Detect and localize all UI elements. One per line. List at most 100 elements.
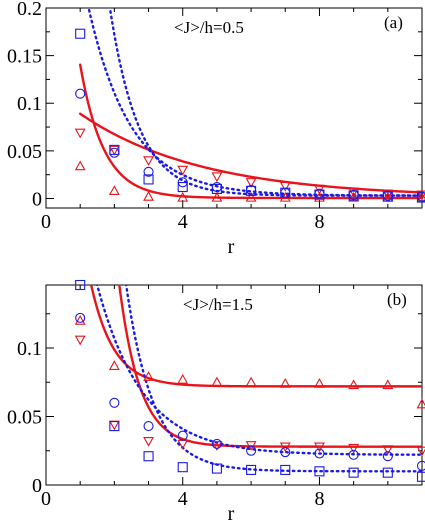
data-point-triangle-down [416, 446, 425, 457]
data-point-triangle-up [177, 373, 189, 384]
data-point-triangle-up [279, 377, 291, 388]
data-point-circle [211, 181, 222, 193]
data-point-circle [314, 448, 325, 459]
data-point-triangle-down [348, 187, 360, 198]
y-tick-label: 0 [32, 475, 42, 497]
x-tick-label: 0 [41, 211, 51, 233]
data-point-square [382, 467, 393, 478]
data-point-circle [280, 187, 291, 198]
data-point-triangle-down [314, 442, 325, 453]
data-point-triangle-up [245, 376, 257, 387]
data-point-circle [109, 147, 120, 158]
panel-a-label: (a) [384, 13, 403, 32]
data-point-circle [280, 447, 291, 458]
data-point-square [109, 144, 120, 155]
fit-line-triangle-down [118, 285, 422, 448]
data-point-triangle-down [245, 441, 257, 451]
data-point-square [314, 466, 325, 477]
data-point-circle [211, 438, 222, 449]
data-point-circle [246, 445, 257, 456]
data-point-square [348, 467, 359, 478]
data-point-circle [143, 166, 154, 177]
panel-b-fit-lines [89, 285, 422, 473]
data-point-triangle-up [314, 377, 325, 388]
data-point-circle [109, 397, 120, 408]
data-point-circle [382, 190, 393, 201]
data-point-square [143, 451, 154, 462]
y-tick-label: 0 [32, 188, 42, 210]
panel-b-frame [45, 284, 423, 486]
data-point-square [143, 174, 154, 185]
data-point-triangle-up [143, 190, 154, 201]
data-point-triangle-down [211, 441, 223, 451]
panel-b-label: (b) [387, 290, 407, 309]
x-tick-label: 4 [178, 211, 188, 233]
fit-line-circle [95, 285, 422, 456]
data-point-triangle-down [108, 420, 120, 431]
x-tick-label: 8 [314, 488, 324, 510]
data-point-triangle-up [177, 191, 189, 202]
data-point-square [177, 462, 188, 473]
data-point-square [109, 421, 120, 432]
y-tick-label: 0.05 [7, 141, 42, 163]
y-tick-label: 0.2 [17, 0, 42, 20]
data-point-triangle-down [143, 437, 154, 447]
data-point-triangle-down [74, 335, 86, 346]
data-point-triangle-down [177, 165, 189, 176]
panel-a-ticks: 0 4 8 0 0.05 0.1 0.15 0.2 [7, 0, 423, 233]
panel-a-xlabel: r [228, 236, 235, 258]
data-point-triangle-up [143, 371, 154, 381]
fit-line-square [124, 285, 422, 473]
data-point-triangle-up [108, 360, 120, 370]
data-point-circle [75, 312, 86, 323]
panel-a-fit-lines [78, 8, 422, 200]
fit-line-square [108, 8, 422, 197]
data-point-circle [143, 421, 154, 432]
x-tick-label: 4 [178, 488, 188, 510]
data-point-circle [75, 88, 86, 99]
data-point-triangle-down [382, 189, 394, 200]
panel-a-frame [45, 7, 423, 209]
panel-b: <J>/h=1.5 (b) r 0 4 8 0 0.05 0.1 [7, 279, 425, 522]
data-point-triangle-up [74, 314, 86, 325]
data-point-circle [416, 191, 425, 202]
data-point-triangle-up [416, 398, 425, 409]
fit-line-circle [87, 8, 422, 197]
data-point-triangle-down [279, 442, 291, 453]
y-tick-label: 0.1 [17, 338, 42, 360]
data-point-circle [177, 430, 188, 441]
data-point-triangle-down [74, 128, 86, 139]
data-point-triangle-down [143, 156, 154, 167]
panel-b-ticks: 0 4 8 0 0.05 0.1 [7, 285, 423, 510]
data-point-circle [348, 189, 359, 200]
data-point-triangle-down [211, 172, 223, 183]
panel-b-xlabel: r [228, 503, 235, 522]
data-point-triangle-up [348, 379, 360, 390]
data-point-square [280, 464, 291, 475]
panel-a: <J>/h=0.5 (a) r 0 4 8 0 0.05 0.1 0.15 0.2 [7, 0, 425, 258]
x-tick-label: 8 [314, 211, 324, 233]
y-tick-label: 0.15 [7, 46, 42, 68]
data-point-circle [416, 460, 425, 471]
data-point-triangle-down [279, 181, 291, 192]
data-point-triangle-up [245, 191, 257, 202]
y-tick-label: 0.1 [17, 93, 42, 115]
data-point-circle [314, 188, 325, 199]
data-point-triangle-down [416, 190, 425, 201]
data-point-circle [382, 451, 393, 462]
fit-line-triangle-down [78, 112, 422, 194]
y-tick-label: 0.05 [7, 407, 42, 429]
panel-b-points [74, 279, 425, 482]
data-point-square [211, 463, 222, 474]
data-point-triangle-up [348, 191, 360, 202]
data-point-triangle-up [108, 185, 120, 196]
fit-line-triangle-up [78, 63, 422, 200]
panel-a-annotation: <J>/h=0.5 [174, 18, 244, 37]
data-point-triangle-up [382, 379, 394, 390]
data-point-triangle-down [108, 145, 120, 156]
data-point-circle [177, 177, 188, 188]
data-point-circle [348, 449, 359, 460]
data-point-triangle-up [211, 376, 223, 387]
data-point-circle [246, 184, 257, 195]
